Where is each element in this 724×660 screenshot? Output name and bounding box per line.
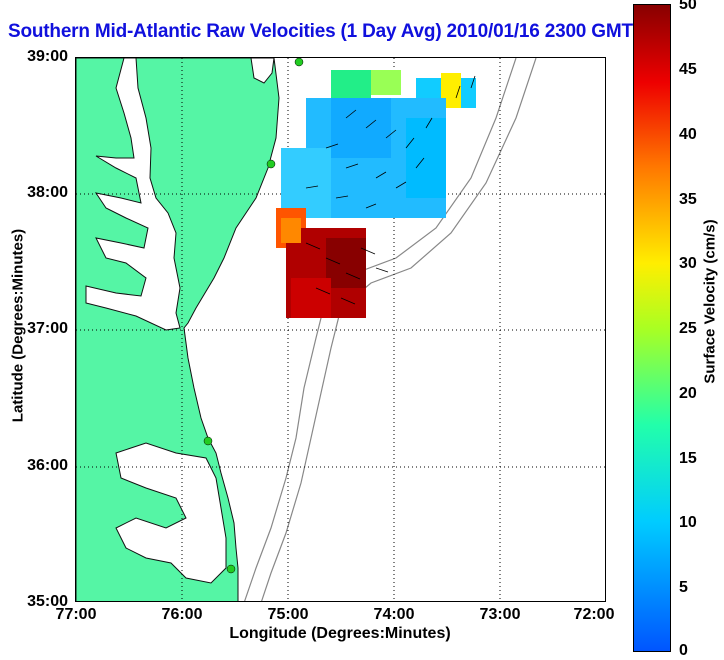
colorbar-label: Surface Velocity (cm/s) (701, 219, 719, 384)
colorbar-tick: 25 (679, 320, 697, 337)
colorbar-tick: 15 (679, 450, 697, 467)
bathymetry-contour-2 (261, 58, 537, 601)
lon-tick: 73:00 (479, 606, 521, 623)
velocity-field (276, 70, 476, 318)
lon-tick: 72:00 (573, 606, 615, 623)
colorbar-tick: 35 (679, 191, 697, 208)
lat-tick: 36:00 (27, 457, 68, 474)
lon-tick: 76:00 (161, 606, 203, 623)
pamlico-sound (115, 442, 227, 584)
chesapeake-bay (85, 58, 181, 331)
colorbar-tick: 50 (679, 0, 697, 13)
velocity-map[interactable] (75, 57, 606, 602)
station-marker (226, 564, 236, 574)
lat-tick: 35:00 (27, 593, 68, 610)
lat-tick: 37:00 (27, 320, 68, 337)
lat-tick: 39:00 (27, 48, 68, 65)
station-marker (294, 58, 304, 67)
colorbar-tick: 5 (679, 579, 688, 596)
colorbar-tick: 30 (679, 255, 697, 272)
lon-tick: 77:00 (55, 606, 97, 623)
map-canvas (76, 58, 605, 601)
station-marker (203, 436, 213, 446)
chart-title: Southern Mid-Atlantic Raw Velocities (1 … (8, 21, 633, 42)
colorbar-tick: 0 (679, 642, 688, 659)
station-marker (266, 159, 276, 169)
x-axis-label: Longitude (Degrees:Minutes) (229, 625, 451, 642)
lon-tick: 74:00 (373, 606, 415, 623)
colorbar-tick: 40 (679, 126, 697, 143)
colorbar-tick: 20 (679, 385, 697, 402)
radar-stations (203, 58, 304, 574)
lat-tick: 38:00 (27, 184, 68, 201)
graticule (76, 58, 605, 601)
lon-tick: 75:00 (267, 606, 309, 623)
colorbar (633, 4, 671, 652)
y-axis-label: Latitude (Degrees:Minutes) (9, 228, 27, 423)
colorbar-tick: 10 (679, 514, 697, 531)
colorbar-tick: 45 (679, 61, 697, 78)
velocity-arrows (305, 75, 476, 305)
colorbar-gradient (634, 5, 670, 651)
delaware-bay (250, 58, 275, 84)
